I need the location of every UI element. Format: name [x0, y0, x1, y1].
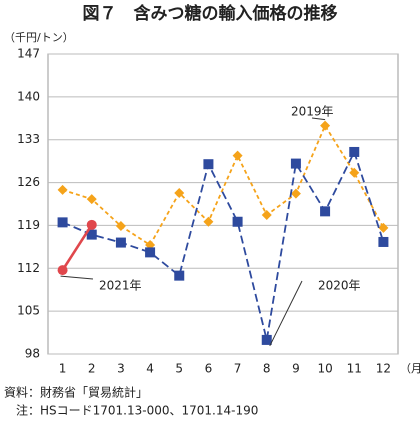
marker [349, 167, 360, 178]
marker [115, 237, 126, 248]
y-tick-label: 140 [17, 89, 40, 103]
annotation-leader [311, 117, 326, 121]
series-label: 2019年 [291, 105, 334, 119]
x-tick-label: 6 [205, 362, 213, 376]
y-tick-label: 105 [17, 304, 40, 318]
x-tick-label: 4 [146, 362, 154, 376]
series-line [61, 224, 93, 271]
source: 資料：財務省「貿易統計」 [4, 385, 148, 400]
marker [86, 194, 97, 205]
marker [378, 222, 389, 233]
marker [261, 210, 272, 221]
y-tick-label: 133 [17, 132, 40, 146]
marker [57, 265, 68, 276]
y-tick-label: 112 [17, 261, 40, 275]
series-line [62, 123, 385, 247]
marker [203, 216, 214, 227]
marker [57, 184, 68, 195]
x-tick-label: 2 [88, 362, 96, 376]
y-tick-label: 119 [17, 218, 40, 232]
marker [261, 334, 272, 345]
marker [290, 188, 301, 199]
series-label: 2020年 [318, 279, 361, 293]
x-axis-label: （月） [400, 362, 420, 375]
y-tick-label: 147 [17, 47, 40, 61]
marker [174, 187, 185, 198]
marker [86, 219, 97, 230]
chart-title: 図７ 含みつ糖の輸入価格の推移 [83, 3, 338, 24]
annotation-leader [60, 275, 94, 280]
series-label: 2021年 [99, 279, 142, 293]
y-tick-label: 98 [25, 347, 40, 361]
y-tick-label: 126 [17, 175, 40, 189]
marker [115, 221, 126, 232]
plot-frame [47, 53, 399, 355]
marker [232, 216, 243, 227]
x-tick-label: 11 [347, 362, 362, 376]
marker [57, 217, 68, 228]
marker [203, 159, 214, 170]
x-tick-label: 9 [292, 362, 300, 376]
marker [232, 150, 243, 161]
marker [290, 158, 301, 169]
marker [86, 229, 97, 240]
x-tick-label: 3 [117, 362, 125, 376]
marker [378, 236, 389, 247]
x-tick-label: 8 [263, 362, 271, 376]
x-tick-label: 5 [175, 362, 183, 376]
note: 注：HSコード1701.13-000、1701.14-190 [16, 403, 258, 418]
marker [174, 270, 185, 281]
marker [145, 247, 156, 258]
x-tick-label: 10 [317, 362, 332, 376]
x-tick-label: 12 [376, 362, 391, 376]
annotation-leader [269, 280, 303, 347]
marker [320, 120, 331, 131]
series-line [62, 149, 385, 341]
x-tick-label: 1 [59, 362, 67, 376]
x-tick-label: 7 [234, 362, 242, 376]
marker [349, 146, 360, 157]
marker [320, 206, 331, 217]
y-axis-label: （千円/トン） [4, 31, 74, 44]
